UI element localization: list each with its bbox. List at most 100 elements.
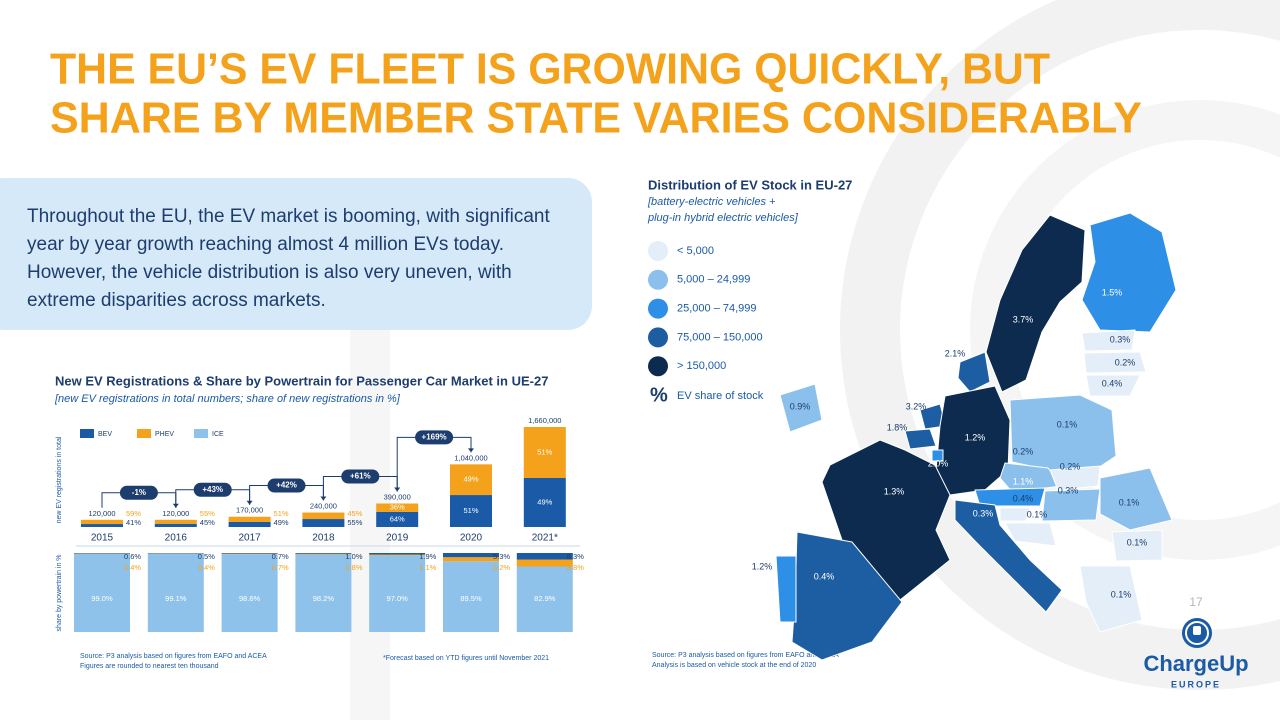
map-share-label: 1.2% bbox=[965, 432, 986, 442]
logo-icon bbox=[1193, 626, 1201, 635]
map-region bbox=[1083, 351, 1147, 374]
bar-segment bbox=[302, 512, 345, 520]
intro-text: Throughout the EU, the EV market is boom… bbox=[27, 206, 550, 311]
map-subtitle: [battery-electric vehicles + bbox=[647, 196, 776, 208]
map-share-label: 0.3% bbox=[1058, 485, 1079, 495]
growth-label: -1% bbox=[132, 488, 146, 497]
value-label: 55% bbox=[200, 509, 215, 518]
map-source: Analysis is based on vehicle stock at th… bbox=[652, 662, 816, 669]
value-label: 82.9% bbox=[534, 594, 556, 603]
total-label: 390,000 bbox=[384, 492, 411, 501]
value-label: 8.8% bbox=[567, 563, 584, 572]
map-region bbox=[775, 555, 797, 623]
growth-label: +61% bbox=[350, 472, 371, 481]
x-tick-label: 2019 bbox=[386, 533, 409, 544]
x-tick-label: 2017 bbox=[238, 533, 261, 544]
bar-segment bbox=[74, 553, 130, 632]
x-tick-label: 2018 bbox=[312, 533, 335, 544]
growth-label: +169% bbox=[422, 432, 447, 441]
map-region bbox=[904, 428, 937, 450]
logo-region: EUROPE bbox=[1171, 679, 1221, 689]
map-region bbox=[954, 499, 1063, 613]
value-label: 0.4% bbox=[198, 563, 215, 572]
value-label: 49% bbox=[537, 497, 552, 506]
value-label: 51% bbox=[274, 509, 289, 518]
map-share-label: 1.5% bbox=[1102, 287, 1123, 297]
title-line: SHARE BY MEMBER STATE VARIES CONSIDERABL… bbox=[50, 94, 1142, 143]
bar-segment bbox=[81, 519, 123, 525]
map-region bbox=[1081, 212, 1177, 333]
total-label: 120,000 bbox=[162, 509, 189, 518]
map-share-label: 2.0% bbox=[928, 458, 949, 468]
bar-segment bbox=[376, 511, 419, 527]
legend-label: PHEV bbox=[155, 431, 174, 438]
decor-arc bbox=[970, 100, 1280, 560]
map-share-label: 0.1% bbox=[1111, 589, 1132, 599]
map-region bbox=[931, 449, 944, 462]
map-share-label: 1.1% bbox=[1013, 476, 1034, 486]
value-label: 0.7% bbox=[272, 552, 289, 561]
map-share-label: 0.9% bbox=[790, 401, 811, 411]
value-label: 1.9% bbox=[419, 552, 436, 561]
map-region bbox=[1009, 394, 1117, 477]
value-label: 49% bbox=[274, 518, 289, 527]
value-label: 97.0% bbox=[387, 594, 409, 603]
map-share-label: 3.2% bbox=[906, 401, 927, 411]
value-label: 5.2% bbox=[493, 563, 510, 572]
map-share-label: 0.4% bbox=[1013, 493, 1034, 503]
map-region bbox=[957, 351, 991, 393]
value-label: 99.0% bbox=[91, 594, 113, 603]
value-label: 0.6% bbox=[124, 552, 141, 561]
bar-segment bbox=[516, 566, 573, 632]
intro-panel bbox=[0, 178, 592, 330]
value-label: 98.6% bbox=[239, 594, 261, 603]
value-label: 1.1% bbox=[419, 563, 436, 572]
map-region bbox=[1041, 488, 1101, 522]
map-region bbox=[1004, 522, 1057, 547]
x-tick-label: 2021* bbox=[532, 533, 558, 544]
map-region bbox=[1081, 329, 1136, 352]
bar-segment bbox=[523, 427, 566, 478]
value-label: 51% bbox=[463, 506, 478, 515]
map-share-label: 1.3% bbox=[884, 486, 905, 496]
bar-segment bbox=[228, 521, 271, 527]
value-label: 64% bbox=[390, 514, 405, 523]
footnote: *Forecast based on YTD figures until Nov… bbox=[383, 655, 549, 662]
total-label: 120,000 bbox=[88, 509, 115, 518]
total-label: 1,040,000 bbox=[454, 453, 487, 462]
map-region bbox=[1099, 467, 1173, 531]
value-label: 8.3% bbox=[567, 552, 584, 561]
growth-pill bbox=[341, 469, 380, 484]
growth-pill bbox=[193, 482, 232, 497]
x-tick-label: 2015 bbox=[91, 533, 114, 544]
map-share-label: 1.8% bbox=[887, 422, 908, 432]
bar-segment bbox=[516, 559, 573, 567]
legend-swatch bbox=[137, 429, 151, 438]
map-share-label: 2.1% bbox=[945, 348, 966, 358]
bar-segment bbox=[295, 553, 352, 555]
value-label: 51% bbox=[537, 447, 552, 456]
title-line: THE EU’S EV FLEET IS GROWING QUICKLY, BU… bbox=[50, 45, 1050, 94]
x-tick-label: 2016 bbox=[165, 533, 188, 544]
map-source: Source: P3 analysis based on figures fro… bbox=[652, 652, 839, 659]
map-share-label: 1.2% bbox=[752, 561, 773, 571]
bar-segment bbox=[376, 503, 419, 512]
value-label: 55% bbox=[347, 518, 362, 527]
map-legend-swatch bbox=[648, 269, 668, 290]
chart-subtitle: [new EV registrations in total numbers; … bbox=[54, 393, 401, 405]
map-region bbox=[985, 214, 1086, 393]
map-region bbox=[999, 507, 1031, 522]
growth-pill bbox=[267, 478, 306, 493]
map-legend-swatch bbox=[648, 298, 668, 319]
legend-label: ICE bbox=[212, 431, 224, 438]
map-legend-swatch bbox=[648, 241, 668, 261]
growth-label: +42% bbox=[276, 481, 297, 490]
bar-segment bbox=[369, 553, 426, 555]
bar-segment bbox=[516, 553, 573, 560]
bar-segment bbox=[154, 523, 197, 527]
bar-segment bbox=[221, 554, 278, 632]
value-label: 0.4% bbox=[124, 563, 141, 572]
bar-segment bbox=[81, 524, 123, 527]
